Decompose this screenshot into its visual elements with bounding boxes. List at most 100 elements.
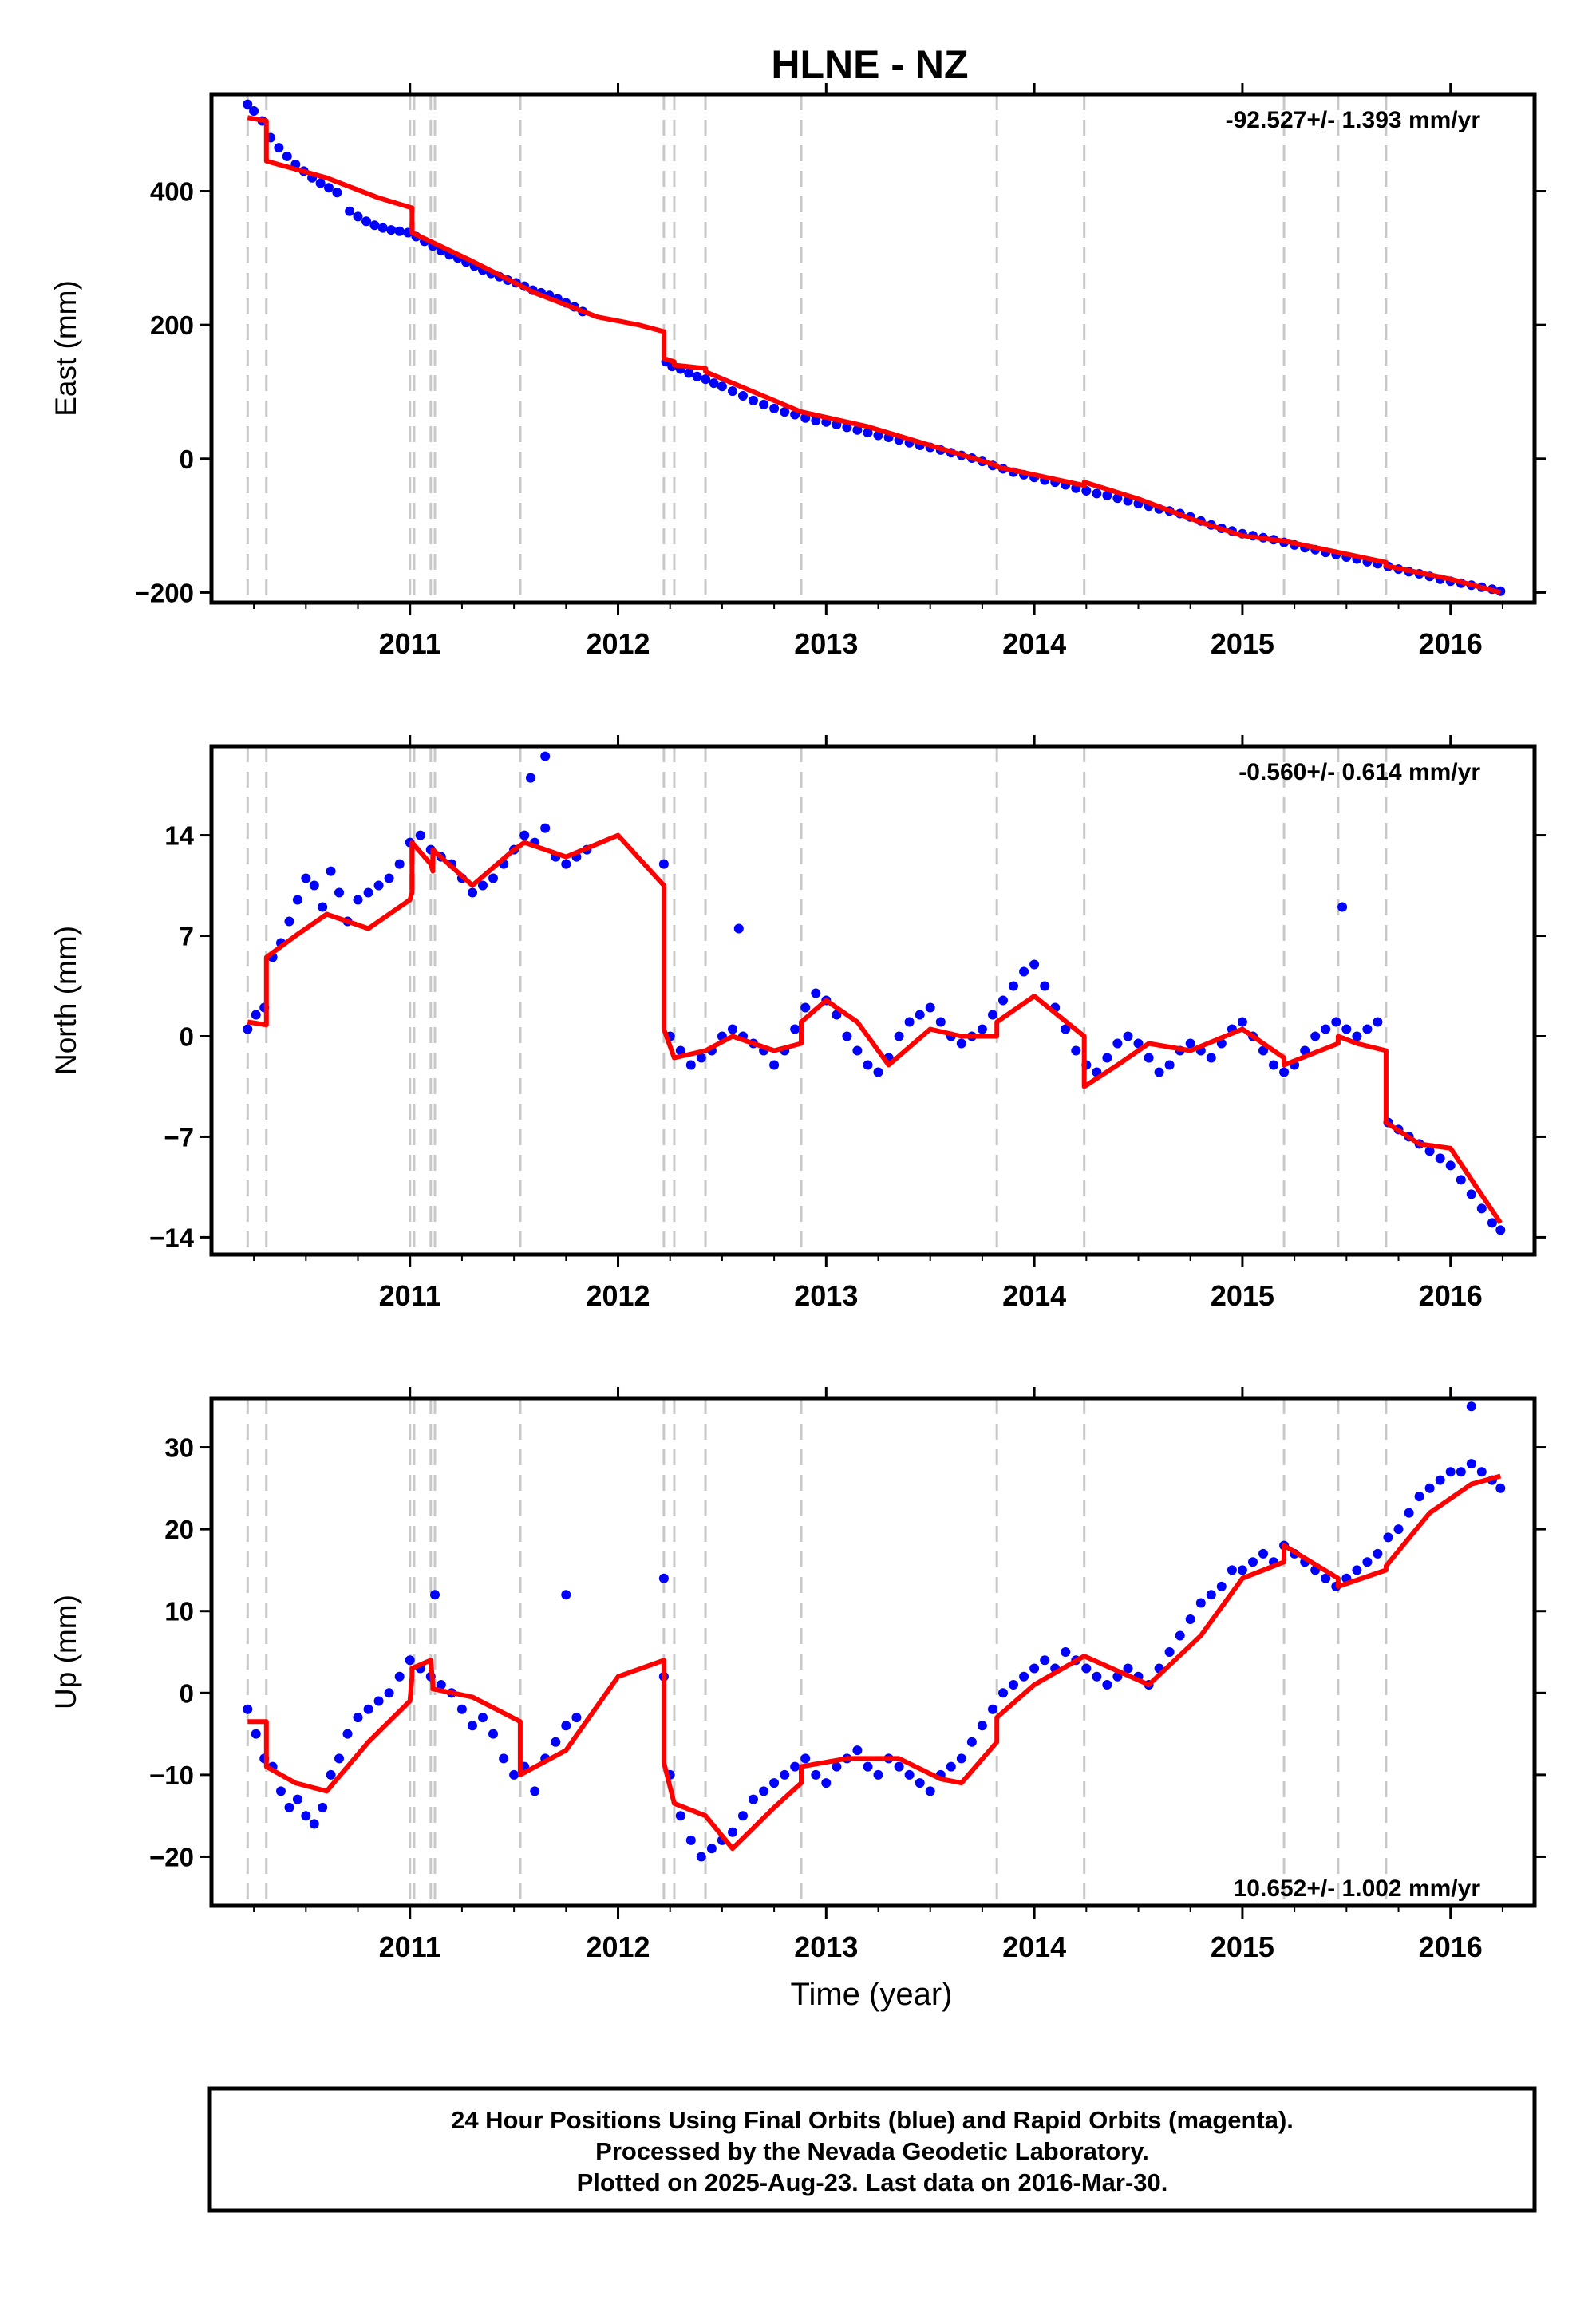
data-point [1476,1203,1487,1214]
data-point [530,1786,540,1796]
data-point [1495,1225,1506,1235]
data-point [709,378,719,389]
data-point [1071,1045,1081,1056]
y-tick-label: 30 [164,1433,194,1463]
data-point [1206,1053,1216,1063]
data-point [1123,1031,1133,1041]
velocity-rate-label: 10.652+/- 1.002 mm/yr [1234,1875,1481,1902]
data-point [315,178,326,188]
x-tick-label: 2015 [1211,1279,1274,1312]
y-tick-label: 0 [180,1022,194,1051]
y-tick-label: 10 [164,1597,194,1626]
data-point [456,1704,467,1714]
data-point [1040,1655,1050,1666]
data-point [1216,1581,1227,1591]
data-point [684,368,694,378]
data-point [1133,1038,1144,1049]
data-point [318,1802,328,1812]
data-point [956,1753,966,1764]
data-point [696,1852,706,1862]
data-point [696,1053,706,1063]
data-point [284,916,294,927]
data-point [717,381,727,392]
footer-line-3: Plotted on 2025-Aug-23. Last data on 201… [577,2168,1168,2196]
data-point [1009,1680,1018,1690]
footer-line-1: 24 Hour Positions Using Final Orbits (bl… [451,2106,1294,2134]
data-point [1337,902,1348,912]
data-point [998,1688,1008,1698]
data-point [749,1794,758,1804]
data-point [1092,1671,1102,1682]
data-point [332,188,342,198]
data-point [873,1067,883,1077]
data-point [675,1811,685,1821]
data-point [1009,981,1018,991]
data-point [769,403,780,413]
east-model-line [247,115,1502,595]
data-point [1321,1024,1331,1034]
up-panel: −20 −10 0 10 20 30 2011 2012 2013 2014 2015 2016 Up … [49,1387,1546,1963]
data-point [863,1060,873,1070]
data-point [852,1745,863,1756]
data-point [1476,1467,1487,1477]
x-tick-label: 2015 [1211,627,1274,660]
data-point [478,1713,488,1723]
data-point [353,211,363,222]
data-point [706,1844,717,1854]
data-point [800,1002,811,1013]
data-point [1019,966,1029,977]
north-points [243,751,1506,1235]
x-tick-label: 2014 [1002,1279,1066,1312]
data-point [386,225,397,235]
data-point [842,1031,852,1041]
footer-box: 24 Hour Positions Using Final Orbits (bl… [207,2086,1537,2213]
y-tick-label: −10 [149,1761,194,1790]
data-point [904,1017,915,1027]
data-point [1435,1153,1445,1164]
y-tick-label: 200 [150,310,194,340]
data-point [1383,1532,1393,1543]
data-point [561,1721,571,1731]
data-point [363,887,373,898]
data-point [1352,1565,1362,1575]
data-point [1466,1459,1476,1469]
data-point [790,1024,800,1034]
data-point [800,1753,811,1764]
data-point [811,1769,821,1780]
data-point [701,374,711,385]
data-point [925,1786,935,1796]
data-point [728,386,737,397]
data-point [1185,1614,1195,1624]
data-point [540,823,551,833]
y-tick-label: −20 [149,1842,194,1871]
data-point [1081,486,1092,496]
data-point [1258,1548,1268,1559]
y-tick-label: 20 [164,1515,194,1544]
data-point [1237,1565,1247,1575]
y-tick-label: 0 [180,1678,194,1708]
data-point [852,425,863,435]
data-point [363,1704,373,1714]
data-point [1102,1053,1112,1063]
north-model-line [247,832,1503,1225]
data-point [1154,1067,1164,1077]
data-point [334,887,344,898]
x-tick-label: 2012 [586,627,650,660]
data-point [1445,1160,1456,1171]
data-point [540,751,551,761]
y-tick-label: −14 [149,1223,195,1252]
data-point [1164,1060,1175,1070]
y-tick-label: 14 [164,821,194,851]
data-point [384,1688,394,1698]
data-point [1258,1045,1268,1056]
data-point [988,1010,998,1020]
x-tick-label: 2012 [586,1279,650,1312]
data-point [526,773,535,783]
data-point [243,1704,253,1714]
x-tick-label: 2014 [1002,627,1066,660]
data-point [1331,1017,1341,1027]
y-tick-label: −7 [164,1122,194,1152]
data-point [1029,959,1040,970]
data-point [1373,1017,1383,1027]
data-point [790,1761,800,1772]
